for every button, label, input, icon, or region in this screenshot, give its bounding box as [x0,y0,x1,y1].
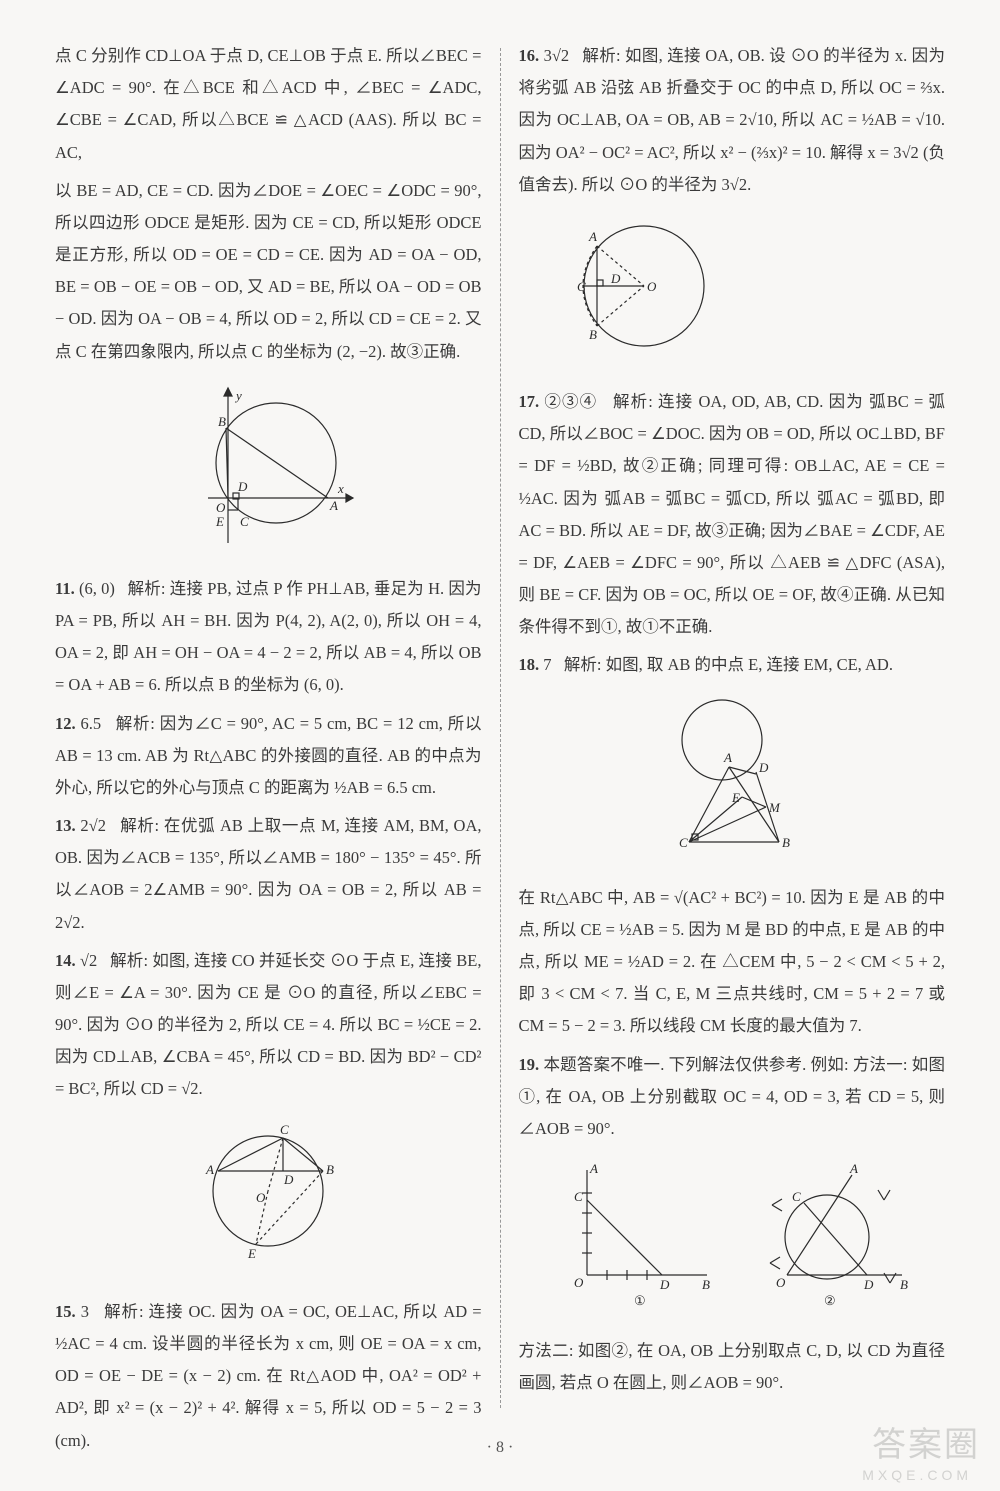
svg-text:C: C [577,279,586,294]
q16: 16. 3√2 解析: 如图, 连接 OA, OB. 设 ⊙O 的半径为 x. … [519,40,946,201]
svg-text:C: C [679,835,688,850]
svg-text:A: A [849,1161,858,1176]
q14: 14. √2 解析: 如图, 连接 CO 并延长交 ⊙O 于点 E, 连接 BE… [55,945,482,1106]
svg-text:D: D [237,479,248,494]
svg-text:A: A [589,1161,598,1176]
figure-18: A B C D E M [519,692,946,868]
figure-10: y B A x O D E C [55,378,482,559]
q16-num: 16. [519,46,540,65]
q16-text: 解析: 如图, 连接 OA, OB. 设 ⊙O 的半径为 x. 因为将劣弧 AB… [519,46,946,194]
svg-text:E: E [247,1246,256,1261]
q15-ans: 3 [81,1302,89,1321]
svg-text:C: C [240,514,249,529]
svg-text:C: C [574,1189,583,1204]
q11-text: 解析: 连接 PB, 过点 P 作 PH⊥AB, 垂足为 H. 因为 PA = … [55,579,482,695]
svg-text:B: B [702,1277,710,1292]
q15-num: 15. [55,1302,76,1321]
q11-num: 11. [55,579,75,598]
q17-ans: ②③④ [544,392,597,411]
pre-text-2: 以 BE = AD, CE = CD. 因为∠DOE = ∠OEC = ∠ODC… [55,175,482,368]
svg-text:C: C [280,1122,289,1137]
q13: 13. 2√2 解析: 在优弧 AB 上取一点 M, 连接 AM, BM, OA… [55,810,482,939]
svg-text:O: O [256,1190,266,1205]
q19b: 方法二: 如图②, 在 OA, OB 上分别取点 C, D, 以 CD 为直径画… [519,1335,946,1399]
q13-text: 解析: 在优弧 AB 上取一点 M, 连接 AM, BM, OA, OB. 因为… [55,816,482,932]
svg-text:A: A [723,750,732,765]
svg-text:B: B [589,327,597,342]
watermark-sub: MXQE.COM [862,1462,972,1489]
q13-num: 13. [55,816,76,835]
svg-text:B: B [326,1162,334,1177]
q19: 19. 本题答案不唯一. 下列解法仅供参考. 例如: 方法一: 如图①, 在 O… [519,1049,946,1146]
q19-text: 本题答案不唯一. 下列解法仅供参考. 例如: 方法一: 如图①, 在 OA, O… [519,1055,946,1138]
q11: 11. (6, 0) 解析: 连接 PB, 过点 P 作 PH⊥AB, 垂足为 … [55,573,482,702]
figure-19: A C O D B ① [519,1155,946,1321]
svg-text:D: D [758,760,769,775]
q12: 12. 6.5 解析: 因为∠C = 90°, AC = 5 cm, BC = … [55,708,482,805]
page-number: · 8 · [0,1432,1000,1463]
q18-num: 18. [519,655,540,674]
q19-num: 19. [519,1055,540,1074]
q18b: 在 Rt△ABC 中, AB = √(AC² + BC²) = 10. 因为 E… [519,882,946,1043]
svg-text:x: x [337,481,344,496]
q18-ans: 7 [543,655,551,674]
svg-text:E: E [215,514,224,529]
q17-num: 17. [519,392,540,411]
svg-text:O: O [216,500,226,515]
svg-text:D: D [659,1277,670,1292]
q14-text: 解析: 如图, 连接 CO 并延长交 ⊙O 于点 E, 连接 BE, 则∠E =… [55,951,482,1099]
figure-16: A B C D O [519,211,946,372]
q16-ans: 3√2 [544,46,570,65]
q17-text: 解析: 连接 OA, OD, AB, CD. 因为 弧BC = 弧CD, 所以∠… [519,392,946,636]
svg-text:O: O [776,1275,786,1290]
pre-text-1: 点 C 分别作 CD⊥OA 于点 D, CE⊥OB 于点 E. 所以∠BEC =… [55,40,482,169]
svg-text:B: B [218,414,226,429]
svg-text:B: B [782,835,790,850]
q12-text: 解析: 因为∠C = 90°, AC = 5 cm, BC = 12 cm, 所… [55,714,482,797]
q11-ans: (6, 0) [79,579,115,598]
left-column: 点 C 分别作 CD⊥OA 于点 D, CE⊥OB 于点 E. 所以∠BEC =… [45,40,500,1463]
q12-num: 12. [55,714,76,733]
q17: 17. ②③④ 解析: 连接 OA, OD, AB, CD. 因为 弧BC = … [519,386,946,643]
svg-text:②: ② [824,1293,836,1308]
svg-text:y: y [234,388,242,403]
svg-text:A: A [205,1162,214,1177]
svg-text:A: A [588,229,597,244]
svg-text:B: B [900,1277,908,1292]
svg-text:D: D [863,1277,874,1292]
right-column: 16. 3√2 解析: 如图, 连接 OA, OB. 设 ⊙O 的半径为 x. … [501,40,956,1463]
figure-14: C A B D O E [55,1116,482,1282]
q12-ans: 6.5 [81,714,102,733]
svg-text:M: M [768,800,781,815]
svg-text:A: A [329,498,338,513]
svg-text:①: ① [634,1293,646,1308]
q15-text: 解析: 连接 OC. 因为 OA = OC, OE⊥AC, 所以 AD = ½A… [55,1302,482,1450]
q18: 18. 7 解析: 如图, 取 AB 的中点 E, 连接 EM, CE, AD. [519,649,946,681]
svg-text:D: D [610,271,621,286]
q18-text: 解析: 如图, 取 AB 的中点 E, 连接 EM, CE, AD. [564,655,893,674]
svg-text:O: O [574,1275,584,1290]
q14-num: 14. [55,951,76,970]
svg-text:E: E [731,790,740,805]
svg-text:D: D [283,1172,294,1187]
q13-ans: 2√2 [80,816,106,835]
svg-text:C: C [792,1189,801,1204]
q14-ans: √2 [80,951,97,970]
svg-text:O: O [647,279,657,294]
